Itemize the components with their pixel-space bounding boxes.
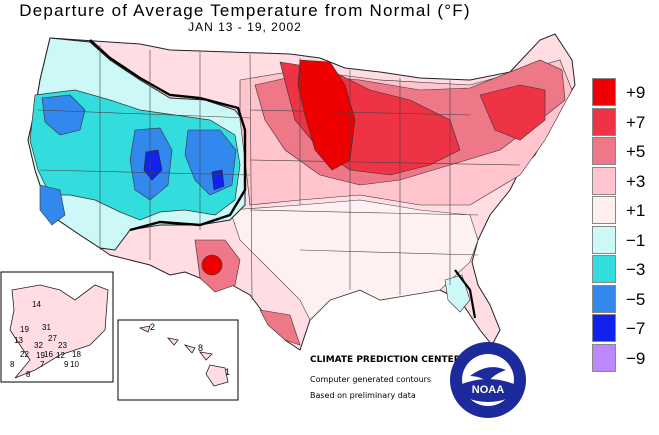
minus5-region-nevada (41, 94, 86, 136)
alaska-value: 12 (56, 351, 65, 360)
hawaii-inset-frame (117, 319, 239, 401)
credit-data-note: Based on preliminary data (310, 391, 416, 400)
alaska-value: 13 (14, 336, 23, 345)
gulf-coast-warm-region (259, 309, 301, 346)
legend-item: −1 (592, 225, 658, 256)
plus9-region (297, 59, 356, 171)
alaska-value: 14 (32, 300, 41, 309)
legend-swatch (592, 137, 616, 165)
legend-label: −9 (626, 348, 646, 368)
legend-item: −7 (592, 314, 658, 344)
legend-label: +1 (626, 201, 646, 220)
hawaii-islands (138, 325, 229, 387)
legend-swatch (592, 314, 616, 342)
noaa-logo-text: NOAA (472, 384, 504, 396)
legend-swatch (592, 255, 616, 283)
alaska-value: 32 (34, 341, 43, 350)
hawaii-value: 2 (150, 322, 156, 332)
legend-swatch (592, 107, 616, 136)
legend-item: +3 (592, 166, 658, 197)
legend-item: +7 (592, 107, 658, 138)
plus7-region-northeast (479, 84, 546, 141)
legend-label: +3 (626, 171, 646, 191)
alaska-value: 27 (48, 334, 57, 343)
hawaii-value: 8 (198, 343, 204, 353)
alaska-value: 22 (20, 350, 29, 359)
legend-label: +5 (626, 142, 646, 161)
legend-label: −3 (626, 260, 646, 279)
legend-label: −7 (626, 319, 646, 338)
minus7-region-colorado (211, 169, 225, 191)
texas-hot-spot (201, 254, 223, 276)
state-boundaries (37, 45, 521, 301)
legend-item: −3 (592, 255, 658, 285)
credit-method: Computer generated contours (310, 375, 432, 384)
alaska-outline (9, 284, 109, 379)
alaska-value: 8 (26, 370, 31, 379)
zero-contour (89, 39, 247, 232)
alaska-value: 31 (42, 323, 51, 332)
alaska-value: 19 (36, 351, 45, 360)
alaska-value: 19 (20, 325, 29, 334)
legend-item: −5 (592, 284, 658, 315)
legend-swatch (592, 78, 616, 106)
legend-item: +9 (592, 78, 658, 108)
plus1-region (229, 199, 479, 321)
map-title: Departure of Average Temperature from No… (19, 1, 471, 20)
legend-label: −1 (626, 230, 646, 250)
legend-item: +1 (592, 196, 658, 226)
alaska-value: 18 (72, 350, 81, 359)
alaska-value: 7 (40, 360, 45, 369)
legend-label: −5 (626, 289, 646, 309)
legend-item: +5 (592, 137, 658, 167)
legend-swatch (592, 343, 616, 372)
alaska-value: 10 (70, 360, 79, 369)
minus5-region-california (39, 184, 66, 226)
zero-contour-florida (454, 269, 477, 319)
alaska-value: 23 (58, 341, 67, 350)
hawaii-value: 1 (225, 367, 231, 377)
alaska-value: 8 (10, 360, 15, 369)
legend-swatch (592, 284, 616, 313)
color-legend: +9 +7 +5 +3 +1 −1 −3 −5 −7 −9 (592, 78, 658, 373)
map-date-range: JAN 13 - 19, 2002 (188, 20, 302, 34)
credit-center: CLIMATE PREDICTION CENTER, NOAA (310, 355, 497, 365)
legend-swatch (592, 196, 616, 224)
legend-label: +9 (626, 83, 646, 102)
noaa-logo: NOAA (450, 342, 526, 418)
alaska-value: 16 (44, 350, 53, 359)
legend-item: −9 (592, 343, 658, 374)
alaska-value: 9 (64, 360, 69, 369)
legend-swatch (592, 225, 616, 254)
legend-swatch (592, 166, 616, 195)
legend-label: +7 (626, 112, 646, 132)
